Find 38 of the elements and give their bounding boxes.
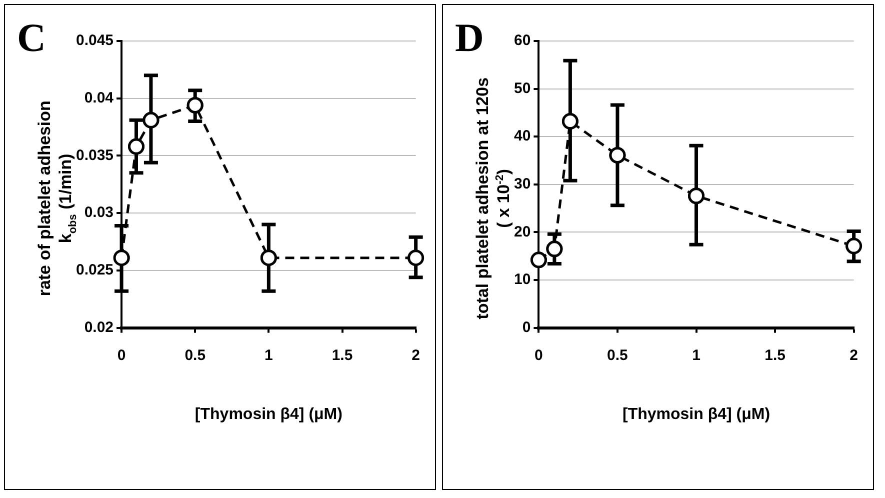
x-tick-label: 0.5 xyxy=(607,346,628,364)
y-tick-label: 0.04 xyxy=(84,90,114,106)
x-tick-label: 1 xyxy=(692,346,700,364)
point xyxy=(609,146,626,164)
y-tick-label: 0.035 xyxy=(76,146,114,164)
point xyxy=(113,250,130,266)
y-tick-label: 10 xyxy=(514,271,531,288)
x-axis-title: [Thymosin β4] (μM) xyxy=(194,406,342,423)
point xyxy=(186,96,204,114)
y-tick-label: 20 xyxy=(514,223,531,240)
x-tick-label: 0 xyxy=(534,346,543,364)
chart-title: C xyxy=(17,15,46,60)
x-tick-label: 2 xyxy=(850,346,858,364)
y-tick-label: 60 xyxy=(514,32,531,50)
x-tick-label: 1.5 xyxy=(764,346,786,364)
x-tick-label: 1.5 xyxy=(332,346,353,364)
chart-title: D xyxy=(455,15,484,60)
x-tick-label: 2 xyxy=(412,346,420,364)
y-tick-label: 0.02 xyxy=(84,318,114,336)
point xyxy=(128,138,144,155)
y-tick-label: 40 xyxy=(514,128,531,145)
point xyxy=(546,240,563,258)
x-tick-label: 0 xyxy=(117,346,126,364)
y-tick-label: 0 xyxy=(522,318,531,336)
point xyxy=(408,250,424,266)
point xyxy=(142,112,160,128)
y-tick-label: 0.03 xyxy=(84,204,114,222)
point xyxy=(846,238,862,254)
point xyxy=(530,252,547,268)
x-tick-label: 1 xyxy=(264,346,273,364)
x-axis-title: [Thymosin β4] (μM) xyxy=(622,406,770,423)
y-tick-label: 0.045 xyxy=(76,32,114,50)
x-tick-label: 0.5 xyxy=(184,346,206,364)
y-tick-label: 50 xyxy=(514,80,531,97)
y-tick-label: 30 xyxy=(514,176,531,193)
point xyxy=(260,250,277,266)
point xyxy=(562,113,578,130)
point xyxy=(688,188,705,204)
